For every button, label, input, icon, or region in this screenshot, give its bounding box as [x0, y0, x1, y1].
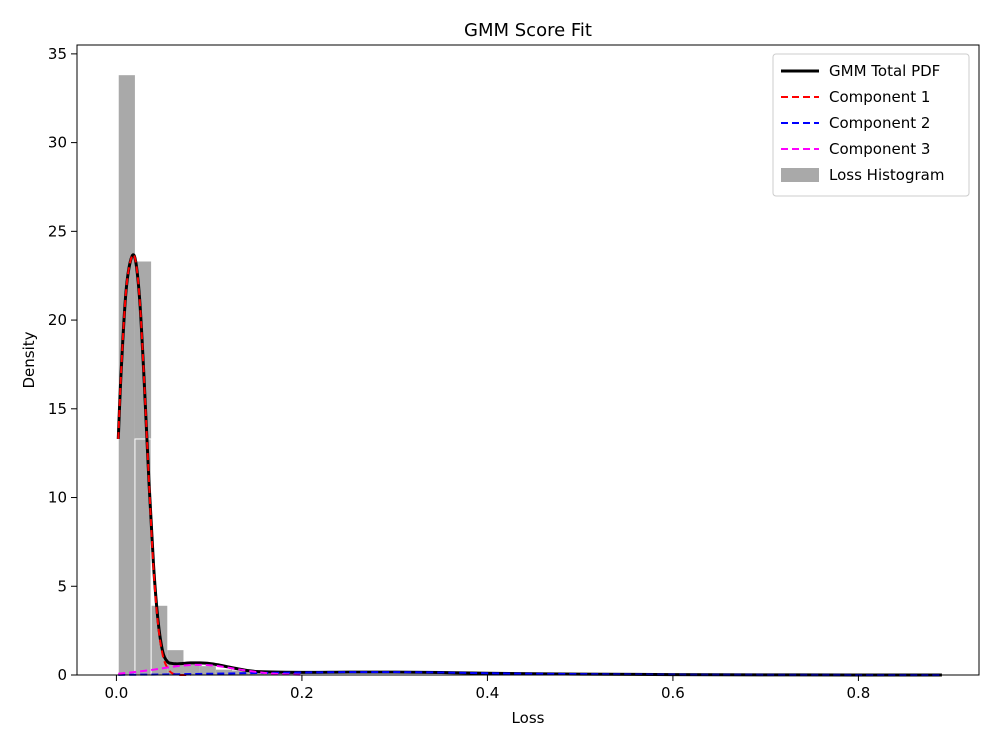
plot-frame: [76, 44, 980, 676]
legend: GMM Total PDF Component 1 Component 2 Compo…: [772, 53, 970, 197]
x-tick-label: 0.2: [290, 684, 314, 702]
y-axis-label: Density: [20, 331, 38, 388]
series-line-component-3: [118, 663, 302, 676]
legend-label-component-1: Component 1: [829, 88, 930, 106]
y-tick-label: 0: [57, 666, 67, 684]
series-line-gmm-total-pdf: [116, 253, 942, 677]
legend-box: [772, 53, 970, 197]
legend-label-component-3: Component 3: [829, 140, 930, 158]
chart-title: GMM Score Fit: [464, 20, 592, 41]
x-tick-label: 0.6: [661, 684, 685, 702]
y-tick-label: 25: [48, 222, 67, 240]
histogram-bar: [118, 75, 135, 676]
legend-label-gmm-total-pdf: GMM Total PDF: [829, 62, 940, 80]
x-axis-label: Loss: [512, 709, 545, 727]
legend-label-loss-histogram: Loss Histogram: [829, 166, 944, 184]
x-tick-label: 0.0: [104, 684, 128, 702]
histogram-bar: [199, 666, 216, 675]
plot-area: 0.0 0.2 0.4 0.6 0.8 0 5 10 15 20 25 30 35: [48, 44, 980, 702]
y-tick-label: 35: [48, 45, 67, 63]
y-tick-label: 30: [48, 134, 67, 152]
x-tick-label: 0.8: [846, 684, 870, 702]
series-line-component-2: [118, 671, 942, 676]
histogram-bar: [183, 664, 200, 675]
y-tick-label: 15: [48, 400, 67, 418]
y-tick-label: 10: [48, 489, 67, 507]
y-tick-label: 20: [48, 311, 67, 329]
y-tick-label: 5: [57, 577, 67, 595]
legend-label-component-2: Component 2: [829, 114, 930, 132]
histogram-bar: [215, 669, 233, 675]
x-tick-label: 0.4: [475, 684, 499, 702]
legend-swatch-loss-histogram: [781, 168, 819, 182]
